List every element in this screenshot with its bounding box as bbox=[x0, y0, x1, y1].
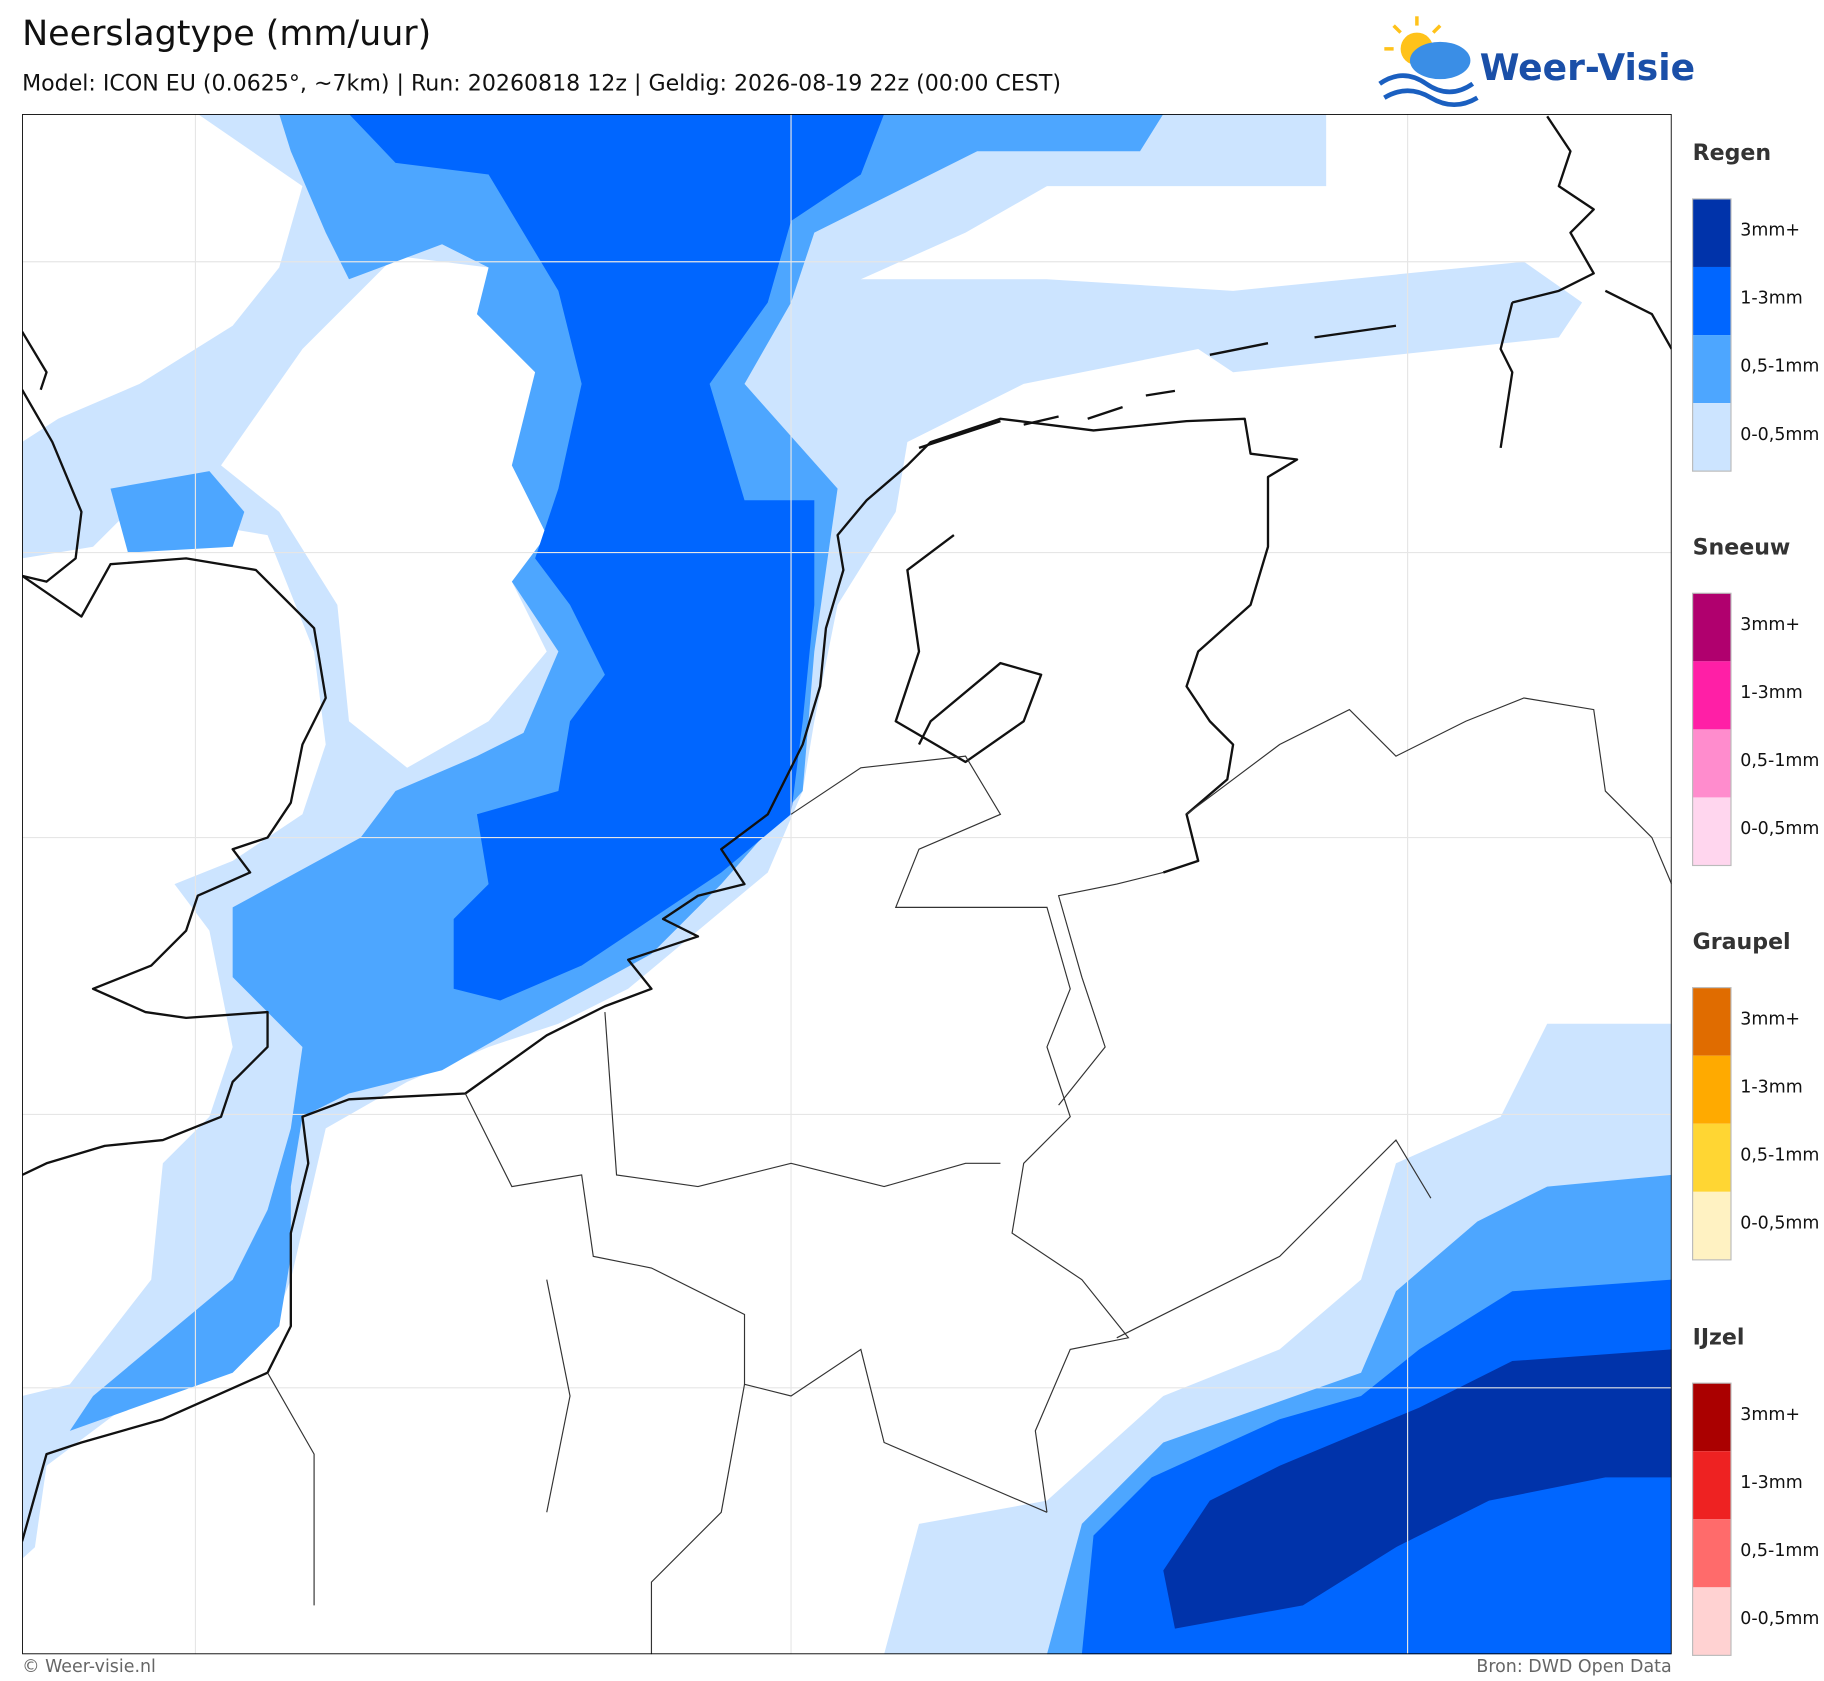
legend-label: 0-0,5mm bbox=[1740, 819, 1819, 839]
legend-swatch bbox=[1692, 335, 1731, 404]
legend-label: 3mm+ bbox=[1740, 1405, 1800, 1425]
legend-swatch bbox=[1692, 1123, 1731, 1192]
legend-swatch bbox=[1692, 987, 1731, 1056]
subtitle: Model: ICON EU (0.0625°, ~7km) | Run: 20… bbox=[22, 70, 1061, 96]
legend-label: 1-3mm bbox=[1740, 289, 1802, 309]
legend-frame bbox=[1692, 1382, 1732, 1656]
legend: Regen 3mm+ 1-3mm 0,5-1mm 0-0,5mm Sneeuw 3mm+ 1-… bbox=[1692, 140, 1819, 1656]
legend-label: 0,5-1mm bbox=[1740, 1541, 1819, 1561]
legend-swatch bbox=[1692, 403, 1731, 472]
legend-swatch bbox=[1692, 729, 1731, 798]
legend-swatch bbox=[1692, 1191, 1731, 1260]
precipitation bbox=[22, 114, 1672, 1655]
legend-swatch bbox=[1692, 266, 1731, 336]
legend-title: Graupel bbox=[1693, 929, 1791, 955]
legend-title: IJzel bbox=[1693, 1324, 1745, 1350]
borders bbox=[267, 697, 1672, 1655]
legend-swatch bbox=[1692, 797, 1731, 866]
legend-label: 3mm+ bbox=[1740, 615, 1800, 635]
legend-label: 1-3mm bbox=[1740, 1077, 1802, 1097]
footer-credit: © Weer-visie.nl bbox=[22, 1657, 156, 1677]
logo: Weer-Visie bbox=[1378, 16, 1695, 108]
legend-title: Regen bbox=[1693, 140, 1772, 166]
graticule bbox=[22, 114, 1672, 1655]
legend-frame bbox=[1692, 198, 1732, 472]
legend-label: 0,5-1mm bbox=[1740, 357, 1819, 377]
legend-frame bbox=[1692, 592, 1732, 867]
map bbox=[22, 114, 1672, 1655]
legend-label: 0,5-1mm bbox=[1740, 751, 1819, 771]
legend-swatch bbox=[1692, 1055, 1731, 1124]
legend-swatch bbox=[1692, 1519, 1731, 1588]
legend-label: 3mm+ bbox=[1740, 221, 1800, 241]
logo-text: Weer-Visie bbox=[1480, 47, 1695, 89]
legend-swatch bbox=[1692, 1451, 1731, 1520]
title: Neerslagtype (mm/uur) bbox=[22, 14, 431, 54]
legend-label: 3mm+ bbox=[1740, 1009, 1800, 1029]
legend-label: 0-0,5mm bbox=[1740, 1609, 1819, 1629]
legend-title: Sneeuw bbox=[1693, 534, 1791, 560]
legend-swatch bbox=[1692, 661, 1731, 730]
legend-label: 0-0,5mm bbox=[1740, 1214, 1819, 1234]
legend-swatch bbox=[1692, 198, 1731, 267]
legend-label: 0,5-1mm bbox=[1740, 1145, 1819, 1165]
legend-frame bbox=[1692, 987, 1732, 1261]
legend-label: 1-3mm bbox=[1740, 683, 1802, 703]
coastlines bbox=[22, 115, 1672, 1542]
legend-swatch bbox=[1692, 1383, 1731, 1452]
legend-label: 0-0,5mm bbox=[1740, 425, 1819, 445]
footer-source: Bron: DWD Open Data bbox=[1476, 1657, 1671, 1677]
legend-swatch bbox=[1692, 593, 1731, 662]
legend-label: 1-3mm bbox=[1740, 1473, 1802, 1493]
legend-swatch bbox=[1692, 1587, 1731, 1656]
